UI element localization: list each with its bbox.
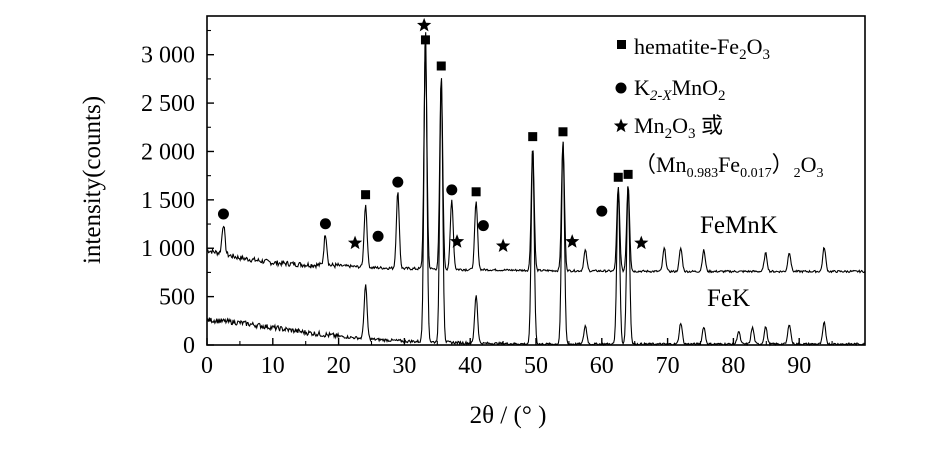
x-tick-label: 30 (392, 353, 416, 379)
hematite-marker (436, 61, 446, 71)
x-tick-label: 90 (787, 353, 811, 379)
y-axis-label: intensity(counts) (79, 96, 106, 264)
y-tick-label: 2 000 (141, 139, 195, 165)
mn2o3-marker (449, 234, 465, 248)
x-axis-label: 2θ / (° ) (470, 402, 547, 429)
series-line-femnk (206, 53, 866, 274)
y-tick-label: 3 000 (141, 43, 195, 69)
mn2o3-marker (347, 235, 363, 250)
legend-circle-icon (615, 82, 627, 94)
kmno2-marker (372, 230, 384, 242)
x-tick-label: 50 (524, 353, 548, 379)
series-label-fek: FeK (707, 285, 750, 312)
hematite-marker (361, 190, 371, 200)
kmno2-marker (319, 218, 331, 230)
y-tick-label: 0 (183, 333, 195, 359)
legend-item-kmno2: K2-XMnO2 (634, 75, 726, 104)
series-line-fek (206, 32, 865, 347)
legend-item-mn-fe-oxide: （Mn0.983Fe0.017）2O3 (634, 152, 823, 181)
legend-item-hematite: hematite-Fe2O3 (634, 34, 770, 63)
y-axis-ticks: 0 500 1 000 1 500 2 000 2 500 3 000 (141, 29, 214, 359)
hematite-marker (420, 35, 430, 45)
hematite-marker (623, 169, 633, 179)
x-tick-label: 10 (261, 353, 285, 379)
series-layer (206, 32, 866, 347)
x-tick-label: 20 (327, 353, 351, 379)
mn2o3-marker (417, 17, 432, 32)
y-tick-label: 1 500 (141, 188, 195, 214)
mn2o3-marker (634, 235, 649, 250)
series-label-femnk: FeMnK (700, 212, 778, 239)
y-tick-label: 500 (159, 285, 195, 311)
kmno2-marker (596, 205, 608, 217)
legend-star-shape (613, 118, 629, 133)
hematite-marker (471, 187, 481, 197)
hematite-marker (613, 172, 623, 182)
y-tick-label: 2 500 (141, 91, 195, 117)
mn2o3-marker (495, 238, 511, 253)
x-tick-label: 70 (656, 353, 680, 379)
hematite-marker (558, 127, 568, 137)
legend-star-icon (613, 118, 629, 133)
x-tick-label: 0 (201, 353, 213, 379)
x-axis-ticks: 0 10 20 30 40 50 60 70 80 90 (201, 338, 833, 379)
y-tick-label: 1 000 (141, 236, 195, 262)
kmno2-marker (477, 220, 489, 232)
legend-item-mn2o3: Mn2O3 或 (634, 113, 723, 142)
kmno2-marker (217, 208, 229, 220)
marker-layer (217, 17, 649, 253)
kmno2-marker (446, 184, 458, 196)
legend-square-icon (617, 40, 626, 49)
mn2o3-marker (565, 234, 580, 248)
x-tick-label: 40 (458, 353, 482, 379)
hematite-marker (528, 132, 538, 142)
legend: hematite-Fe2O3 K2-XMnO2 Mn2O3 或 （Mn0.983… (613, 34, 823, 181)
x-tick-label: 80 (721, 353, 745, 379)
x-tick-label: 60 (590, 353, 614, 379)
kmno2-marker (392, 176, 404, 188)
